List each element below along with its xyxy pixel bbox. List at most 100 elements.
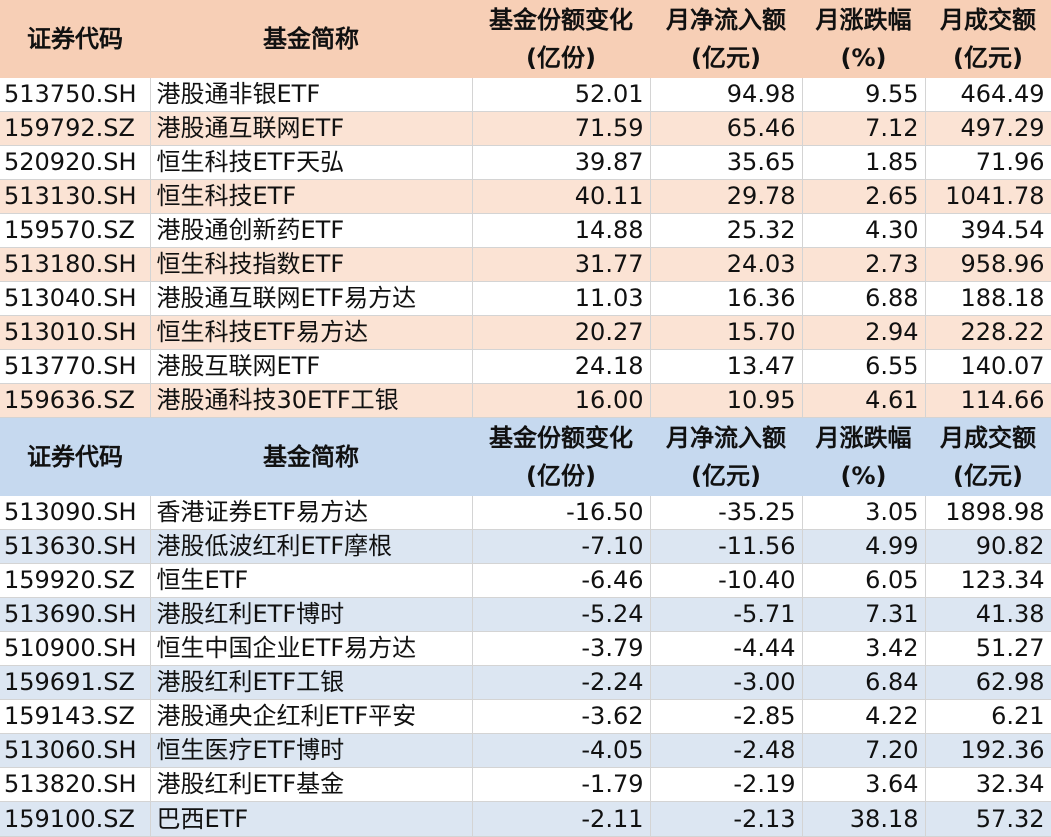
net-inflow-cell: 65.46 (650, 111, 803, 146)
name-cell: 恒生ETF (150, 563, 473, 598)
net-inflow-cell: 10.95 (650, 383, 803, 418)
turnover-cell: 464.49 (925, 78, 1051, 112)
share-change-cell: 16.00 (472, 383, 651, 418)
table-row: 513690.SH 港股红利ETF博时 -5.24 -5.71 7.31 41.… (0, 597, 1051, 632)
net-inflow-cell: 35.65 (650, 145, 803, 180)
share-change-cell: 40.11 (472, 179, 651, 214)
net-inflow-cell: 29.78 (650, 179, 803, 214)
turnover-cell: 228.22 (925, 315, 1051, 350)
header-code: 证券代码 (0, 0, 150, 78)
net-inflow-cell: -10.40 (650, 563, 803, 598)
table-row: 513820.SH 港股红利ETF基金 -1.79 -2.19 3.64 32.… (0, 767, 1051, 802)
table-row: 520920.SH 恒生科技ETF天弘 39.87 35.65 1.85 71.… (0, 145, 1051, 180)
share-change-cell: -16.50 (472, 496, 651, 530)
table-row: 513770.SH 港股互联网ETF 24.18 13.47 6.55 140.… (0, 349, 1051, 384)
net-inflow-cell: -5.71 (650, 597, 803, 632)
table-row: 159691.SZ 港股红利ETF工银 -2.24 -3.00 6.84 62.… (0, 665, 1051, 700)
name-cell: 港股低波红利ETF摩根 (150, 529, 473, 564)
turnover-cell: 6.21 (925, 699, 1051, 734)
name-cell: 港股通央企红利ETF平安 (150, 699, 473, 734)
code-cell: 510900.SH (0, 631, 151, 666)
name-cell: 港股红利ETF博时 (150, 597, 473, 632)
table-row: 513090.SH 香港证券ETF易方达 -16.50 -35.25 3.05 … (0, 496, 1051, 530)
share-change-cell: -2.11 (472, 801, 651, 837)
turnover-cell: 1898.98 (925, 496, 1051, 530)
name-cell: 港股红利ETF工银 (150, 665, 473, 700)
header-turnover: 月成交额 (亿元) (925, 417, 1051, 496)
code-cell: 513060.SH (0, 733, 151, 768)
net-inflow-cell: 13.47 (650, 349, 803, 384)
name-cell: 香港证券ETF易方达 (150, 496, 473, 530)
name-cell: 恒生科技指数ETF (150, 247, 473, 282)
table-row: 159100.SZ 巴西ETF -2.11 -2.13 38.18 57.32 (0, 801, 1051, 837)
change-pct-cell: 3.05 (802, 496, 926, 530)
net-inflow-cell: -2.48 (650, 733, 803, 768)
net-inflow-cell: -3.00 (650, 665, 803, 700)
inflow-section: 证券代码 基金简称 基金份额变化 (亿份) 月净流入额 (亿元) 月涨跌幅 (%) 月… (0, 0, 1051, 418)
turnover-cell: 188.18 (925, 281, 1051, 316)
name-cell: 港股通互联网ETF易方达 (150, 281, 473, 316)
code-cell: 513130.SH (0, 179, 151, 214)
turnover-cell: 140.07 (925, 349, 1051, 384)
name-cell: 港股通创新药ETF (150, 213, 473, 248)
turnover-cell: 1041.78 (925, 179, 1051, 214)
code-cell: 159792.SZ (0, 111, 151, 146)
share-change-cell: -1.79 (472, 767, 651, 802)
net-inflow-cell: 24.03 (650, 247, 803, 282)
header-change-pct: 月涨跌幅 (%) (802, 0, 925, 78)
turnover-cell: 62.98 (925, 665, 1051, 700)
header-name: 基金简称 (150, 0, 472, 78)
share-change-cell: -6.46 (472, 563, 651, 598)
code-cell: 520920.SH (0, 145, 151, 180)
table-row: 513060.SH 恒生医疗ETF博时 -4.05 -2.48 7.20 192… (0, 733, 1051, 768)
code-cell: 513750.SH (0, 78, 151, 112)
turnover-cell: 32.34 (925, 767, 1051, 802)
turnover-cell: 123.34 (925, 563, 1051, 598)
outflow-header-row: 证券代码 基金简称 基金份额变化 (亿份) 月净流入额 (亿元) 月涨跌幅 (%) 月… (0, 417, 1051, 496)
turnover-cell: 394.54 (925, 213, 1051, 248)
change-pct-cell: 2.73 (802, 247, 926, 282)
header-turnover: 月成交额 (亿元) (925, 0, 1051, 78)
header-change-pct: 月涨跌幅 (%) (802, 417, 925, 496)
table-row: 159143.SZ 港股通央企红利ETF平安 -3.62 -2.85 4.22 … (0, 699, 1051, 734)
net-inflow-cell: 25.32 (650, 213, 803, 248)
change-pct-cell: 2.65 (802, 179, 926, 214)
name-cell: 恒生科技ETF易方达 (150, 315, 473, 350)
table-row: 513040.SH 港股通互联网ETF易方达 11.03 16.36 6.88 … (0, 281, 1051, 316)
change-pct-cell: 3.64 (802, 767, 926, 802)
change-pct-cell: 7.20 (802, 733, 926, 768)
code-cell: 159920.SZ (0, 563, 151, 598)
share-change-cell: -7.10 (472, 529, 651, 564)
net-inflow-cell: -2.19 (650, 767, 803, 802)
turnover-cell: 114.66 (925, 383, 1051, 418)
share-change-cell: 14.88 (472, 213, 651, 248)
change-pct-cell: 4.61 (802, 383, 926, 418)
name-cell: 港股通非银ETF (150, 78, 473, 112)
header-net-inflow: 月净流入额 (亿元) (650, 0, 802, 78)
table-row: 513630.SH 港股低波红利ETF摩根 -7.10 -11.56 4.99 … (0, 529, 1051, 564)
code-cell: 159636.SZ (0, 383, 151, 418)
change-pct-cell: 6.05 (802, 563, 926, 598)
net-inflow-cell: -2.85 (650, 699, 803, 734)
table-row: 159792.SZ 港股通互联网ETF 71.59 65.46 7.12 497… (0, 111, 1051, 146)
turnover-cell: 497.29 (925, 111, 1051, 146)
change-pct-cell: 6.84 (802, 665, 926, 700)
code-cell: 159143.SZ (0, 699, 151, 734)
share-change-cell: 71.59 (472, 111, 651, 146)
name-cell: 恒生科技ETF (150, 179, 473, 214)
share-change-cell: -5.24 (472, 597, 651, 632)
turnover-cell: 41.38 (925, 597, 1051, 632)
change-pct-cell: 2.94 (802, 315, 926, 350)
change-pct-cell: 7.12 (802, 111, 926, 146)
table-row: 513750.SH 港股通非银ETF 52.01 94.98 9.55 464.… (0, 78, 1051, 112)
net-inflow-cell: 94.98 (650, 78, 803, 112)
share-change-cell: 20.27 (472, 315, 651, 350)
turnover-cell: 57.32 (925, 801, 1051, 837)
change-pct-cell: 38.18 (802, 801, 926, 837)
turnover-cell: 90.82 (925, 529, 1051, 564)
share-change-cell: 39.87 (472, 145, 651, 180)
header-net-inflow: 月净流入额 (亿元) (650, 417, 802, 496)
share-change-cell: 24.18 (472, 349, 651, 384)
share-change-cell: -3.79 (472, 631, 651, 666)
